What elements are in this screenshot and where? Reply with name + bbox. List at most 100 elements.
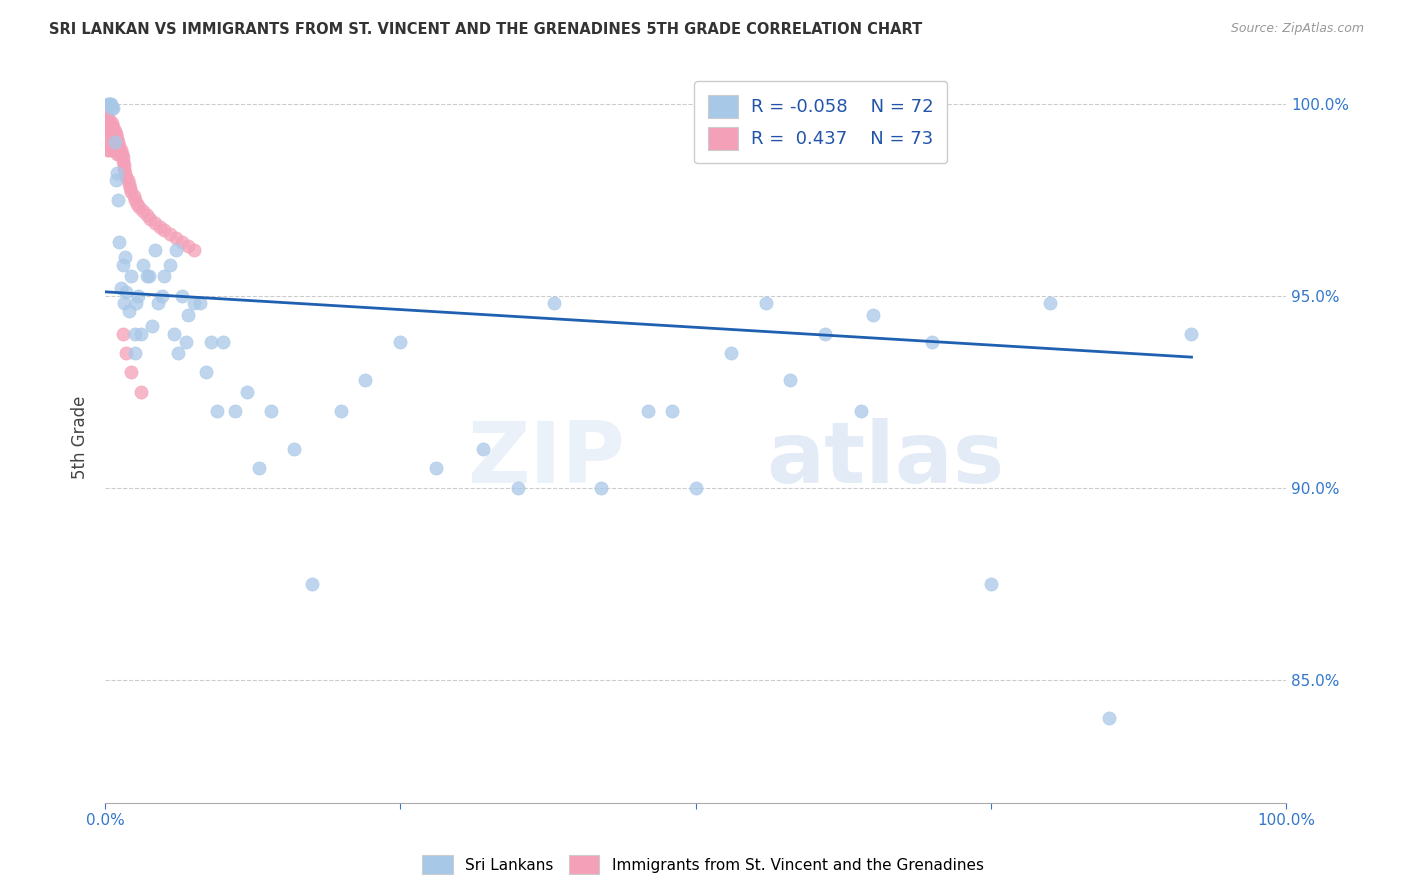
Point	[97, 120, 120, 134]
Point	[104, 131, 127, 145]
Text: ZIP: ZIP	[467, 418, 624, 501]
Point	[110, 281, 132, 295]
Point	[97, 96, 120, 111]
Point	[508, 481, 530, 495]
Point	[118, 181, 141, 195]
Point	[101, 139, 124, 153]
Point	[103, 128, 125, 142]
Point	[685, 481, 707, 495]
Point	[97, 128, 120, 142]
Point	[100, 135, 122, 149]
Point	[188, 296, 211, 310]
Point	[115, 285, 138, 299]
Point	[132, 258, 155, 272]
Point	[111, 146, 134, 161]
Point	[177, 308, 200, 322]
Point	[112, 161, 135, 176]
Point	[97, 135, 120, 149]
Point	[139, 211, 162, 226]
Point	[103, 101, 125, 115]
Point	[425, 461, 447, 475]
Point	[283, 442, 305, 457]
Point	[107, 135, 129, 149]
Point	[122, 189, 145, 203]
Point	[104, 139, 127, 153]
Point	[112, 158, 135, 172]
Point	[105, 139, 128, 153]
Point	[153, 223, 176, 237]
Point	[115, 346, 138, 360]
Point	[132, 204, 155, 219]
Point	[120, 366, 142, 380]
Point	[104, 135, 127, 149]
Point	[104, 143, 127, 157]
Point	[97, 128, 120, 142]
Point	[354, 373, 377, 387]
Point	[200, 334, 222, 349]
Point	[101, 131, 124, 145]
Point	[814, 327, 837, 342]
Point	[637, 404, 659, 418]
Point	[148, 219, 170, 234]
Point	[108, 235, 131, 249]
Legend: R = -0.058    N = 72, R =  0.437    N = 73: R = -0.058 N = 72, R = 0.437 N = 73	[695, 81, 948, 163]
Point	[100, 128, 122, 142]
Point	[98, 131, 121, 145]
Point	[97, 135, 120, 149]
Point	[135, 208, 157, 222]
Point	[148, 296, 170, 310]
Point	[212, 334, 235, 349]
Point	[100, 96, 122, 111]
Point	[124, 346, 146, 360]
Point	[183, 243, 205, 257]
Point	[129, 327, 152, 342]
Point	[159, 258, 181, 272]
Point	[194, 366, 217, 380]
Point	[117, 173, 139, 187]
Point	[159, 227, 181, 242]
Point	[143, 216, 166, 230]
Point	[111, 154, 134, 169]
Point	[247, 461, 270, 475]
Point	[755, 296, 778, 310]
Point	[591, 481, 613, 495]
Legend: Sri Lankans, Immigrants from St. Vincent and the Grenadines: Sri Lankans, Immigrants from St. Vincent…	[416, 849, 990, 880]
Point	[224, 404, 246, 418]
Point	[127, 288, 149, 302]
Point	[100, 120, 122, 134]
Point	[112, 296, 135, 310]
Point	[921, 334, 943, 349]
Point	[125, 296, 148, 310]
Point	[153, 269, 176, 284]
Point	[115, 169, 138, 184]
Point	[118, 304, 141, 318]
Point	[97, 143, 120, 157]
Point	[96, 104, 118, 119]
Point	[141, 319, 163, 334]
Point	[105, 146, 128, 161]
Point	[101, 101, 124, 115]
Point	[167, 346, 190, 360]
Point	[1039, 296, 1062, 310]
Point	[165, 243, 187, 257]
Point	[96, 120, 118, 134]
Point	[97, 123, 120, 137]
Point	[101, 116, 124, 130]
Point	[472, 442, 495, 457]
Text: SRI LANKAN VS IMMIGRANTS FROM ST. VINCENT AND THE GRENADINES 5TH GRADE CORRELATI: SRI LANKAN VS IMMIGRANTS FROM ST. VINCEN…	[49, 22, 922, 37]
Point	[135, 269, 157, 284]
Point	[107, 193, 129, 207]
Point	[104, 135, 127, 149]
Point	[107, 143, 129, 157]
Point	[108, 139, 131, 153]
Point	[543, 296, 565, 310]
Point	[1180, 327, 1202, 342]
Text: atlas: atlas	[766, 418, 1005, 501]
Point	[174, 334, 197, 349]
Point	[259, 404, 281, 418]
Point	[661, 404, 683, 418]
Point	[114, 166, 136, 180]
Point	[138, 269, 160, 284]
Point	[720, 346, 742, 360]
Point	[98, 116, 121, 130]
